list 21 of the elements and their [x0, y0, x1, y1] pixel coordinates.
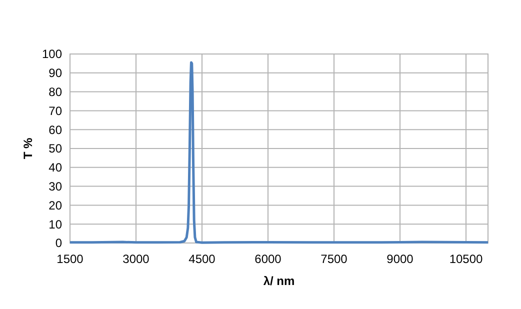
x-tick-label: 1500	[56, 252, 84, 266]
x-tick-label: 3000	[122, 252, 150, 266]
y-tick-label: 10	[48, 217, 62, 232]
y-tick-label: 90	[48, 66, 62, 80]
y-tick-label: 40	[48, 160, 62, 175]
line-series	[68, 61, 490, 244]
y-tick-label: 80	[48, 85, 62, 99]
x-axis-title: λ/ nm	[263, 274, 295, 288]
x-tick-label: 9000	[386, 252, 414, 266]
x-tick-label: 6000	[254, 252, 282, 266]
y-tick-label: 100	[42, 47, 62, 62]
y-tick-label: 60	[48, 122, 62, 137]
y-tick-label: 50	[48, 142, 62, 156]
y-tick-label: 20	[48, 198, 62, 212]
x-tick-label: 7500	[320, 252, 348, 266]
y-tick-label: 30	[48, 180, 62, 194]
y-tick-label: 70	[48, 104, 62, 118]
y-tick-label: 0	[55, 236, 62, 250]
x-tick-label: 4500	[188, 252, 216, 266]
x-tick-label: 10500	[449, 252, 484, 266]
y-axis-title: T %	[21, 138, 35, 160]
